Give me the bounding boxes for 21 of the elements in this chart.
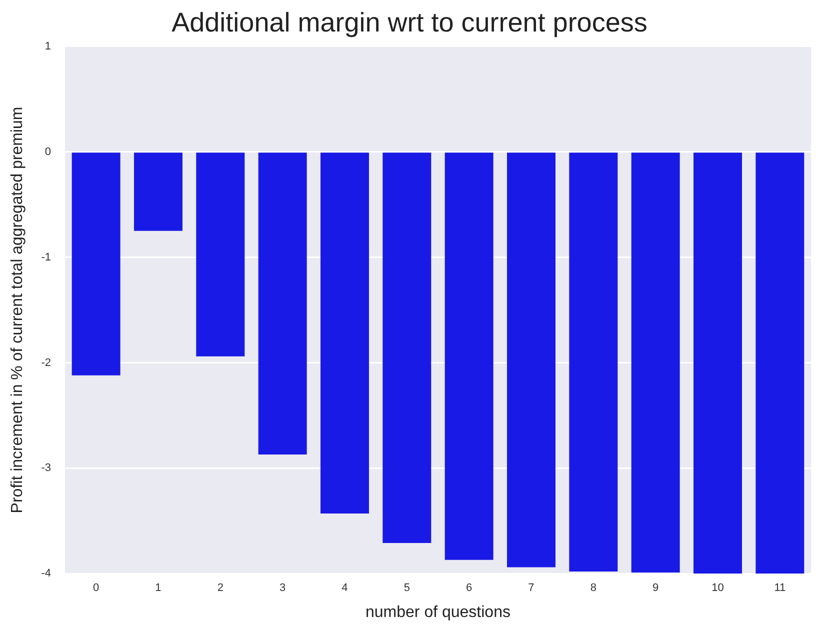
x-tick-label: 2 bbox=[217, 582, 224, 594]
x-tick-label: 3 bbox=[280, 582, 286, 594]
y-tick-label: 0 bbox=[44, 146, 51, 158]
x-tick-label: 10 bbox=[712, 582, 724, 594]
x-axis-title: number of questions bbox=[366, 604, 510, 621]
x-tick-label: 1 bbox=[155, 582, 162, 594]
x-tick-label: 8 bbox=[590, 582, 596, 594]
chart-title: Additional margin wrt to current process bbox=[172, 8, 648, 38]
y-axis-title: Profit increment in % of current total aggregated premium bbox=[9, 106, 26, 514]
y-tick-label: -4 bbox=[41, 568, 51, 580]
x-tick-label: 4 bbox=[342, 582, 348, 594]
y-tick-label: -1 bbox=[41, 251, 51, 264]
x-tick-label: 7 bbox=[528, 582, 534, 594]
x-tick-label: 11 bbox=[774, 582, 786, 594]
x-tick-label: 0 bbox=[93, 582, 100, 594]
x-tick-label: 6 bbox=[466, 582, 472, 594]
y-tick-label: 1 bbox=[44, 40, 51, 52]
x-tick-label: 5 bbox=[404, 582, 410, 594]
y-tick-label: -3 bbox=[41, 462, 51, 474]
x-tick-label: 9 bbox=[652, 582, 659, 594]
y-tick-label: -2 bbox=[41, 356, 51, 369]
